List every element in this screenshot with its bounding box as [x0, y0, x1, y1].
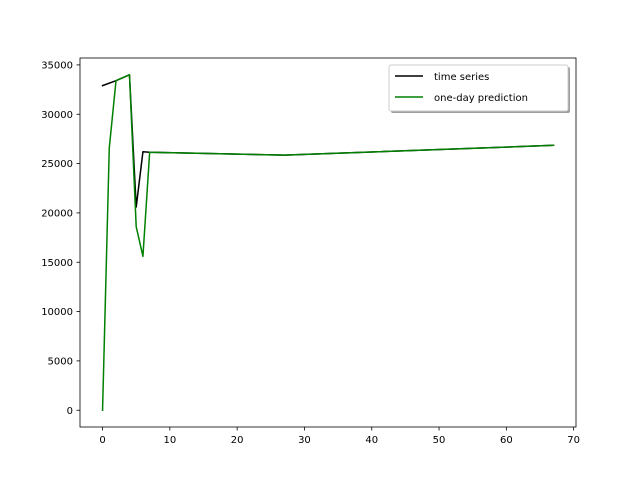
- x-tick-label: 20: [231, 435, 244, 446]
- y-tick-label: 25000: [41, 159, 73, 170]
- x-tick-label: 50: [433, 435, 446, 446]
- x-tick-label: 0: [99, 435, 105, 446]
- x-tick-label: 70: [567, 435, 580, 446]
- y-tick-label: 5000: [48, 356, 73, 367]
- y-tick-label: 10000: [41, 307, 73, 318]
- y-tick-label: 35000: [41, 61, 73, 72]
- series-layer: [101, 74, 555, 411]
- x-tick-label: 40: [365, 435, 378, 446]
- legend-label: one-day prediction: [434, 93, 528, 104]
- y-tick-label: 30000: [41, 110, 73, 121]
- y-tick-label: 20000: [41, 209, 73, 220]
- y-tick-label: 15000: [41, 258, 73, 269]
- legend-label: time series: [434, 72, 489, 83]
- axes-layer: 0 10 20 30 40 50 60 70 0 5000 10000 15000 20000 25000…: [41, 57, 580, 446]
- x-tick-label: 60: [500, 435, 513, 446]
- x-tick-label: 10: [163, 435, 176, 446]
- series-line-1: [101, 74, 555, 411]
- plot-frame: [79, 57, 577, 428]
- legend: time series one-day prediction: [388, 64, 570, 113]
- x-tick-label: 30: [298, 435, 311, 446]
- legend-box: [388, 64, 569, 112]
- y-tick-label: 0: [67, 406, 73, 417]
